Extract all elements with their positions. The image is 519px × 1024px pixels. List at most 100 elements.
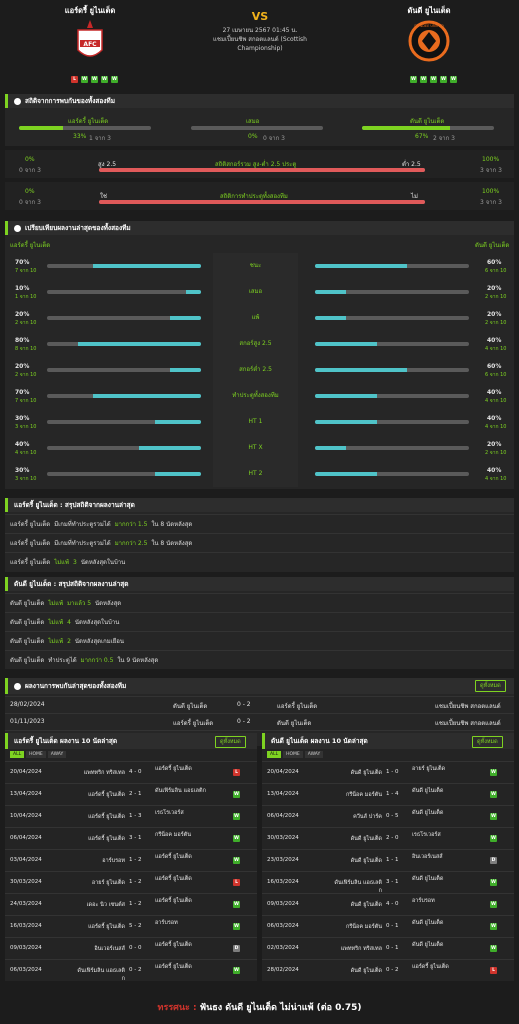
result-row[interactable]: 13/04/2024 แอร์ดรี้ ยูไนเต็ด 2 - 1 ดันเฟิร์… [5, 783, 257, 805]
svg-text:DUNDEE UNITED: DUNDEE UNITED [414, 24, 444, 28]
goals-right-count: 3 จาก 3 [480, 167, 502, 174]
goals-stat-row: 0% 0 จาก 3 สูง 2.5 สถิติสกอร์รวม สูง-ต่ำ… [5, 150, 514, 178]
btts-stat-row: 0% 0 จาก 3 ใช่ สถิติการทำประตูทั้งสองทีม… [5, 182, 514, 210]
compare-right-count: 4 จาก 10 [485, 398, 507, 404]
result-row[interactable]: 06/04/2024 ควีนส์ ปาร์ค 0 - 5 ดันดี ยูไนเต็… [262, 805, 514, 827]
tab-all[interactable]: ALL [10, 751, 25, 758]
compare-right-bar [315, 472, 469, 476]
summary-part: 3 [73, 559, 77, 566]
summary-part: มีเกมที่ทำประตูรวมได้ [54, 521, 111, 528]
compare-row: 20% 2 จาก 10 แพ้ 20% 2 จาก 10 [5, 305, 514, 331]
away-team: เรธโรเวอร์ส [155, 810, 184, 816]
h2h-stats-section: สถิติจากการพบกันของทั้งสองทีม แอร์ดรี้ ย… [5, 94, 514, 146]
result-row[interactable]: 10/04/2024 แอร์ดรี้ ยูไนเต็ด 1 - 3 เรธโรเวอ… [5, 805, 257, 827]
result-row[interactable]: 30/03/2024 อายร์ ยูไนเต็ด 1 - 2 แอร์ดรี้ ยู… [5, 871, 257, 893]
compare-left-count: 2 จาก 10 [15, 320, 37, 326]
tab-home[interactable]: HOME [26, 751, 46, 758]
compare-right-bar [315, 394, 469, 398]
away-last10-view-all-button[interactable]: ดูทั้งหมด [472, 736, 503, 748]
compare-row: 70% 7 จาก 10 ทำประตูทั้งสองทีม 40% 4 จาก 10 [5, 383, 514, 409]
section-title: สถิติจากการพบกันของทั้งสองทีม [25, 97, 115, 105]
tab-away[interactable]: AWAY [47, 751, 67, 758]
form-badge: W [81, 76, 88, 83]
btts-bar [99, 200, 425, 204]
summary-part: มีเกมที่ทำประตูรวมได้ [54, 540, 111, 547]
compare-left-pct: 40% [15, 441, 30, 448]
tab-away[interactable]: AWAY [304, 751, 324, 758]
score: 1 - 1 [386, 857, 399, 863]
result-row[interactable]: 03/04/2024 อาร์บรอท 1 - 2 แอร์ดรี้ ยูไนเต็ด… [5, 849, 257, 871]
compare-left-count: 2 จาก 10 [15, 372, 37, 378]
away-team: เรธโรเวอร์ส [412, 832, 441, 838]
result-row[interactable]: 09/03/2024 ดันดี ยูไนเต็ด 4 - 0 อาร์บรอท W [262, 893, 514, 915]
result-row[interactable]: 13/04/2024 กรีน็อค มอร์ตัน 1 - 4 ดันดี ยูไน… [262, 783, 514, 805]
compare-label: HT 2 [213, 461, 298, 487]
score: 5 - 2 [129, 923, 142, 929]
home-team-name: แอร์ดรี้ ยูไนเต็ด [64, 6, 116, 15]
compare-row: 30% 3 จาก 10 HT 1 40% 4 จาก 10 [5, 409, 514, 435]
compare-label: HT X [213, 435, 298, 461]
result-row[interactable]: 30/03/2024 ดันดี ยูไนเต็ด 2 - 0 เรธโรเวอร์ส… [262, 827, 514, 849]
btts-no-label: ไม่ [411, 193, 418, 200]
away-team: ดันดี ยูไนเต็ด [412, 942, 444, 948]
btts-left-pct: 0% [25, 188, 35, 195]
summary-part: มากกว่า 2.5 [114, 540, 148, 547]
compare-right-pct: 40% [487, 389, 502, 396]
home-last10-view-all-button[interactable]: ดูทั้งหมด [215, 736, 246, 748]
prediction-footer: ทรรศนะ : ฟันธง ดันดี ยูไนเต็ด ไม่น่าแพ้ … [0, 1000, 519, 1014]
result-row[interactable]: 06/03/2024 ดันเฟิร์มลิน แอธเลติก 0 - 2 แอร์… [5, 959, 257, 982]
away-team: แอร์ดรี้ ยูไนเต็ด [412, 964, 449, 970]
home-team: เดอะ นิว เซนต์ส [86, 902, 125, 908]
tab-home[interactable]: HOME [283, 751, 303, 758]
goals-right-pct: 100% [482, 156, 500, 163]
h2h-away-bar [362, 126, 494, 130]
form-badge: W [111, 76, 118, 83]
result-row[interactable]: 20/04/2024 ดันดี ยูไนเต็ด 1 - 0 อายร์ ยูไนเ… [262, 761, 514, 783]
compare-right-pct: 40% [487, 467, 502, 474]
btts-left-count: 0 จาก 3 [19, 199, 41, 206]
compare-label: สกอร์ต่ำ 2.5 [213, 357, 298, 383]
section-title: แอร์ดรี้ ยูไนเต็ด : สรุปสถิติจากผลงานล่า… [14, 501, 135, 509]
compare-right-pct: 20% [487, 311, 502, 318]
h2h-row[interactable]: 28/02/2024 ดันดี ยูไนเต็ด 0 - 2 แอร์ดรี้ ยู… [5, 696, 514, 712]
result-row[interactable]: 09/03/2024 อินเวอร์เนสส์ 0 - 0 แอร์ดรี้ ยูไ… [5, 937, 257, 959]
compare-left-pct: 70% [15, 389, 30, 396]
goals-left-pct: 0% [25, 156, 35, 163]
svg-text:AFC: AFC [83, 41, 97, 48]
home-team: แอร์ดรี้ ยูไนเต็ด [88, 792, 125, 798]
result-badge: L [233, 879, 240, 886]
match-date: 16/03/2024 [10, 923, 42, 929]
h2h-row[interactable]: 01/11/2023 แอร์ดรี้ ยูไนเต็ด 0 - 2 ดันดี ยู… [5, 713, 514, 729]
result-row[interactable]: 06/03/2024 กรีน็อค มอร์ตัน 0 - 1 ดันดี ยูไน… [262, 915, 514, 937]
match-date: 06/03/2024 [267, 923, 299, 929]
match-date: 10/04/2024 [10, 813, 42, 819]
result-row[interactable]: 16/03/2024 แอร์ดรี้ ยูไนเต็ด 5 - 2 อาร์บรอท… [5, 915, 257, 937]
result-row[interactable]: 28/02/2024 ดันดี ยูไนเต็ด 0 - 2 แอร์ดรี้ ยู… [262, 959, 514, 981]
away-last10-panel: ดันดี ยูไนเต็ด ผลงาน 10 นัดล่าสุด ดูทั้ง… [262, 733, 514, 981]
result-row[interactable]: 02/03/2024 แพททริก ทริสเทล 0 - 1 ดันดี ยูไน… [262, 937, 514, 959]
result-badge: W [490, 945, 497, 952]
match-date: 13/04/2024 [267, 791, 299, 797]
home-team: อินเวอร์เนสส์ [94, 946, 125, 952]
result-row[interactable]: 20/04/2024 แพททริก ทริสเทล 4 - 0 แอร์ดรี้ ย… [5, 761, 257, 783]
h2h-view-all-button[interactable]: ดูทั้งหมด [475, 680, 506, 692]
compare-left-pct: 70% [15, 259, 30, 266]
away-team: ดันดี ยูไนเต็ด [412, 810, 444, 816]
form-badge: W [450, 76, 457, 83]
summary-part: ดันดี ยูไนเต็ด [10, 657, 45, 664]
tab-all[interactable]: ALL [267, 751, 282, 758]
compare-row: 80% 8 จาก 10 สกอร์สูง 2.5 40% 4 จาก 10 [5, 331, 514, 357]
match-info: 27 เมษายน 2567 01:45 น. แชมเปี้ยนชิพ สกอ… [190, 26, 330, 53]
result-row[interactable]: 24/03/2024 เดอะ นิว เซนต์ส 1 - 2 แอร์ดรี้ ย… [5, 893, 257, 915]
compare-left-count: 4 จาก 10 [15, 450, 37, 456]
away-team: แอร์ดรี้ ยูไนเต็ด [155, 876, 192, 882]
result-row[interactable]: 23/03/2024 ดันดี ยูไนเต็ด 1 - 1 อินเวอร์เนส… [262, 849, 514, 871]
result-row[interactable]: 06/04/2024 แอร์ดรี้ ยูไนเต็ด 3 - 1 กรีน็อค … [5, 827, 257, 849]
summary-part: นัดหลังสุดในบ้าน [74, 619, 120, 626]
section-title: แอร์ดรี้ ยูไนเต็ด ผลงาน 10 นัดล่าสุด [14, 737, 118, 745]
result-row[interactable]: 16/03/2024 ดันเฟิร์มลิน แอธเลติก 3 - 1 ดันด… [262, 871, 514, 894]
away-team: อาร์บรอท [155, 920, 178, 926]
football-icon [14, 682, 21, 690]
compare-label: HT 1 [213, 409, 298, 435]
